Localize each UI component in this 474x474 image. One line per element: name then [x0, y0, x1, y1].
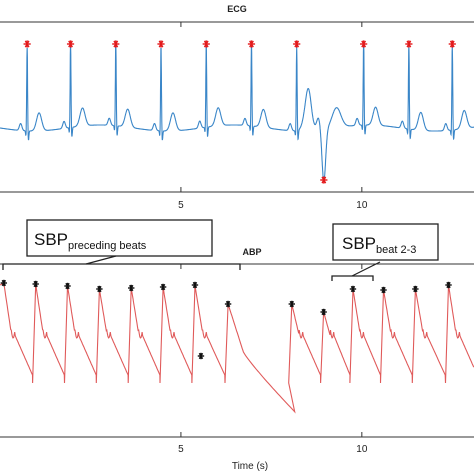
- abp-series-line: [0, 282, 474, 414]
- abp-tick-label: 10: [356, 444, 368, 455]
- ecg-tick-label: 10: [356, 200, 368, 211]
- ecg-series-line: [0, 42, 474, 182]
- ecg-r-peak-markers: [23, 40, 456, 184]
- abp-tick-label: 5: [178, 444, 184, 455]
- annotation-bracket: [331, 275, 374, 281]
- annotation-label: SBPpreceding beats: [34, 230, 147, 252]
- annotation-box: [26, 219, 213, 257]
- abp-title: ABP: [242, 247, 261, 257]
- annotation-box: [332, 223, 439, 261]
- annotation-arrow: [85, 255, 117, 265]
- abp-ticks: 5 10: [178, 264, 368, 455]
- annotation-sub-text: preceding beats: [68, 240, 147, 252]
- annotation-main-text: SBP: [34, 230, 68, 249]
- abp-panel: ABP 5 10 Time (s): [0, 247, 474, 472]
- annotation-sub-text: beat 2-3: [376, 244, 416, 256]
- annotation-label: SBPbeat 2-3: [342, 234, 416, 256]
- annotation-arrow: [351, 261, 381, 277]
- abp-systolic-markers: [0, 279, 452, 360]
- ecg-panel: ECG 5 10: [0, 4, 474, 211]
- ecg-title: ECG: [227, 4, 247, 14]
- abp-xlabel: Time (s): [232, 461, 268, 472]
- annotation-beat-2-3: SBPbeat 2-3: [331, 223, 439, 281]
- annotation-main-text: SBP: [342, 234, 376, 253]
- annotation-preceding-beats: SBPpreceding beats: [2, 219, 241, 270]
- annotation-bracket: [2, 263, 241, 270]
- ecg-ticks: 5 10: [178, 22, 368, 211]
- ecg-tick-label: 5: [178, 200, 184, 211]
